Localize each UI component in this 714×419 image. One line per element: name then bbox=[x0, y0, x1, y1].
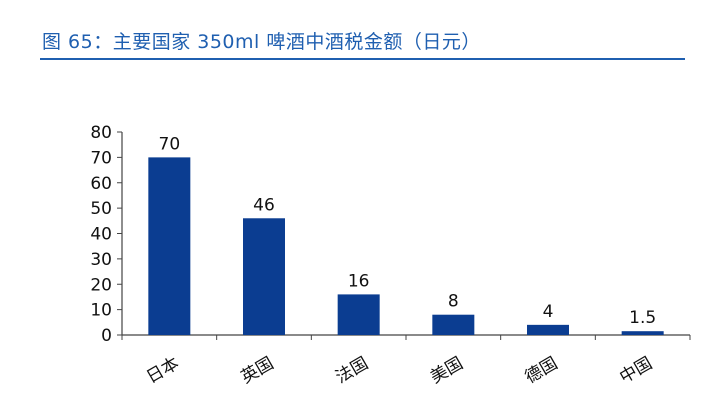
y-tick-label: 0 bbox=[101, 326, 112, 346]
data-label: 1.5 bbox=[629, 308, 656, 328]
data-label: 8 bbox=[448, 292, 459, 312]
bar bbox=[337, 294, 380, 335]
y-tick-label: 40 bbox=[90, 225, 112, 245]
x-category-label: 美国 bbox=[427, 354, 466, 388]
x-category-label: 英国 bbox=[238, 354, 277, 388]
y-tick-label: 20 bbox=[90, 275, 112, 295]
bar bbox=[243, 218, 285, 335]
data-label: 70 bbox=[159, 134, 181, 154]
title-divider bbox=[40, 58, 685, 60]
bar bbox=[148, 157, 191, 335]
data-label: 16 bbox=[348, 271, 370, 291]
y-tick-label: 30 bbox=[90, 250, 112, 270]
x-category-label: 中国 bbox=[616, 354, 655, 388]
bar bbox=[527, 324, 569, 335]
y-tick-label: 50 bbox=[90, 199, 112, 219]
x-category-label: 日本 bbox=[143, 354, 182, 388]
y-tick-label: 70 bbox=[90, 148, 112, 168]
data-label: 4 bbox=[543, 302, 554, 322]
x-category-label: 德国 bbox=[522, 354, 561, 388]
y-tick-label: 80 bbox=[90, 123, 112, 143]
y-tick-label: 10 bbox=[90, 301, 112, 321]
x-category-label: 法国 bbox=[332, 354, 371, 388]
data-label: 46 bbox=[253, 195, 275, 215]
y-tick-label: 60 bbox=[90, 174, 112, 194]
bar bbox=[621, 331, 664, 335]
page-title: 图 65：主要国家 350ml 啤酒中酒税金额（日元） bbox=[42, 31, 481, 53]
bar bbox=[432, 314, 475, 335]
